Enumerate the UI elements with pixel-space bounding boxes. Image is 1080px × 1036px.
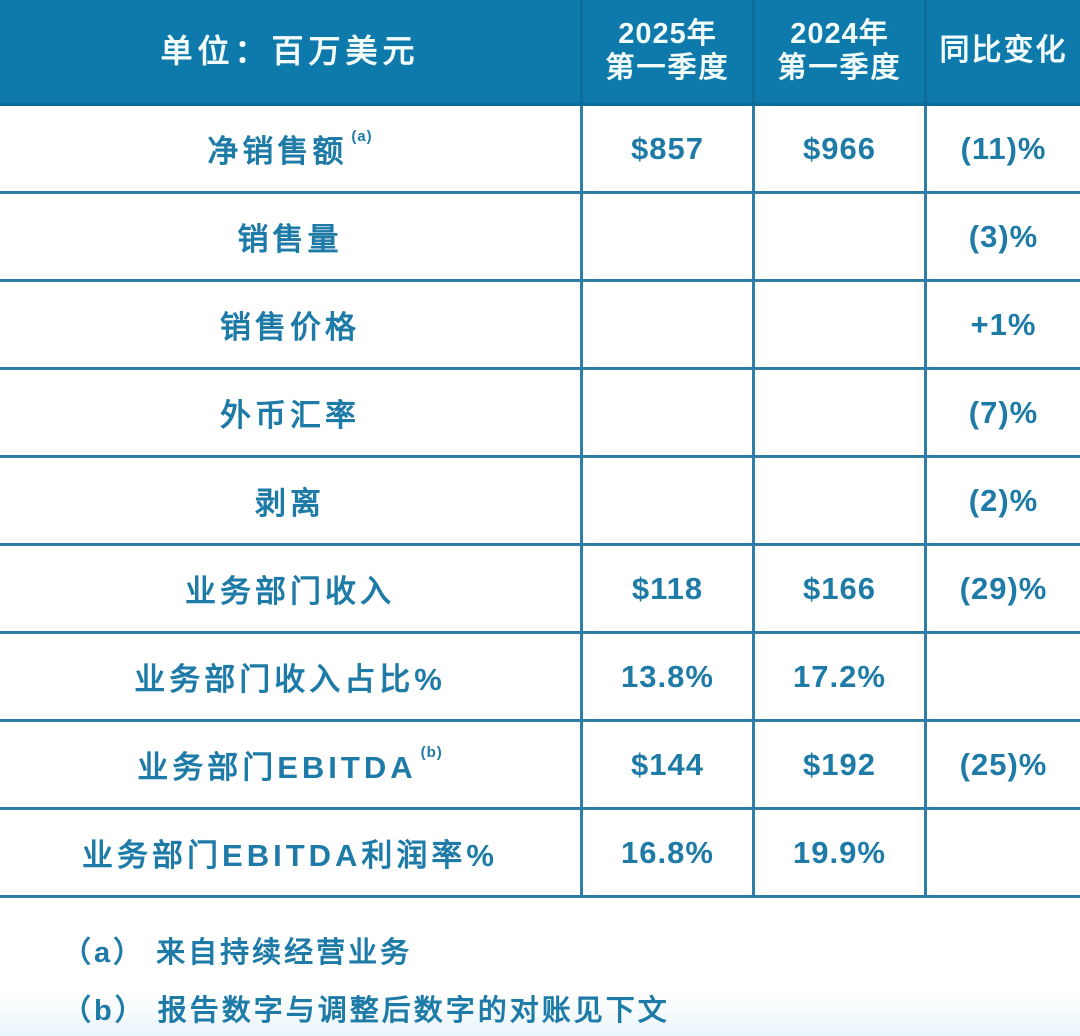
row-label: 业务部门EBITDA利润率% (82, 838, 498, 873)
row-label-cell: 销售价格 (0, 282, 583, 370)
header-yoy-label: 同比变化 (939, 34, 1068, 68)
yoy-cell (927, 810, 1080, 898)
yoy-cell: (3)% (927, 194, 1080, 282)
row-label: 销售量 (237, 222, 343, 257)
yoy-cell: (29)% (927, 546, 1080, 634)
footnote-b: （b） 报告数字与调整后数字的对账见下文 (62, 995, 670, 1027)
footnote-marker: (b) (420, 744, 443, 761)
value-2024-cell: $966 (755, 106, 927, 194)
value-2025-cell (583, 194, 755, 282)
value-2025-cell (583, 458, 755, 546)
row-label-cell: 销售量 (0, 194, 583, 282)
header-2024-line1: 2024年 (790, 18, 889, 51)
yoy-cell: (7)% (927, 370, 1080, 458)
value-2024-cell (755, 194, 927, 282)
value-2024-cell: $192 (755, 722, 927, 810)
row-label: 剥离 (255, 486, 325, 521)
row-label: 外币汇率 (220, 398, 360, 433)
row-label: 业务部门收入占比% (134, 662, 446, 697)
header-2025-line2: 第一季度 (605, 51, 730, 84)
value-2025-cell: 13.8% (583, 634, 755, 722)
value-2025-cell: $118 (583, 546, 755, 634)
row-label: 销售价格 (220, 310, 360, 345)
value-2024-cell: 17.2% (755, 634, 927, 722)
value-2025-cell (583, 282, 755, 370)
table-header: 单位：百万美元 2025年 第一季度 2024年 第一季度 同比变化 (0, 0, 1080, 106)
header-col-2025: 2025年 第一季度 (583, 0, 755, 103)
yoy-cell: (2)% (927, 458, 1080, 546)
value-2025-cell: $144 (583, 722, 755, 810)
value-2024-cell (755, 458, 927, 546)
row-label: 业务部门收入 (185, 574, 395, 609)
row-label-cell: 业务部门收入 (0, 546, 583, 634)
unit-label: 单位：百万美元 (160, 33, 420, 70)
value-2024-cell: 19.9% (755, 810, 927, 898)
header-unit-cell: 单位：百万美元 (0, 0, 583, 103)
footnote-marker: (a) (351, 128, 373, 145)
header-2025-line1: 2025年 (618, 18, 717, 51)
row-label: 业务部门EBITDA (137, 750, 417, 785)
row-label-cell: 业务部门EBITDA利润率% (0, 810, 583, 898)
yoy-cell: (25)% (927, 722, 1080, 810)
row-label-cell: 业务部门EBITDA (b) (0, 722, 583, 810)
value-2025-cell: $857 (583, 106, 755, 194)
header-2024-line2: 第一季度 (777, 51, 902, 84)
row-label-cell: 剥离 (0, 458, 583, 546)
footnotes: （a） 来自持续经营业务 （b） 报告数字与调整后数字的对账见下文 (0, 924, 1080, 1036)
value-2024-cell (755, 282, 927, 370)
value-2025-cell: 16.8% (583, 810, 755, 898)
row-label-cell: 业务部门收入占比% (0, 634, 583, 722)
header-col-2024: 2024年 第一季度 (755, 0, 927, 103)
row-label: 净销售额 (207, 134, 348, 169)
row-label-cell: 外币汇率 (0, 370, 583, 458)
row-label-cell: 净销售额 (a) (0, 106, 583, 194)
value-2025-cell (583, 370, 755, 458)
value-2024-cell: $166 (755, 546, 927, 634)
value-2024-cell (755, 370, 927, 458)
header-col-yoy: 同比变化 (927, 0, 1080, 103)
yoy-cell (927, 634, 1080, 722)
summary-table: 净销售额 (a) $857 $966 (11)% 销售量 (3)% 销售价格 +1… (0, 106, 1080, 898)
yoy-cell: (11)% (927, 106, 1080, 194)
yoy-cell: +1% (927, 282, 1080, 370)
footnote-a: （a） 来自持续经营业务 (62, 937, 413, 969)
